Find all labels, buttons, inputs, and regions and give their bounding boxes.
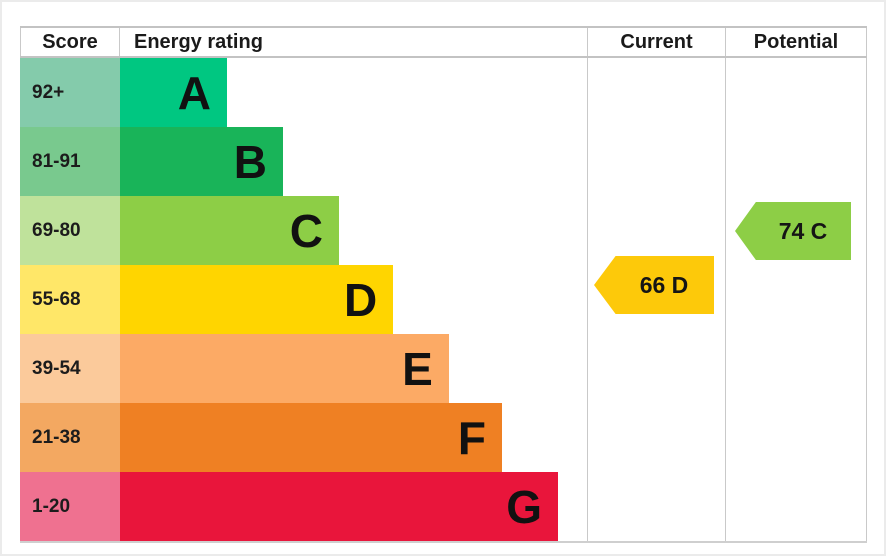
score-range-f: 21-38 xyxy=(20,403,120,472)
band-row-g: 1-20 G xyxy=(20,472,867,541)
header-energy-rating: Energy rating xyxy=(134,30,263,53)
score-range-e: 39-54 xyxy=(20,334,120,403)
band-bar-b: B xyxy=(120,127,283,196)
band-bar-a: A xyxy=(120,58,227,127)
current-cell-f xyxy=(587,403,725,472)
potential-cell-d xyxy=(725,265,867,334)
current-rating-arrow: 66 D xyxy=(594,256,714,314)
current-cell-c xyxy=(587,196,725,265)
potential-cell-a xyxy=(725,58,867,127)
current-cell-a xyxy=(587,58,725,127)
band-bar-g: G xyxy=(120,472,559,541)
potential-rating-arrow: 74 C xyxy=(735,202,851,260)
potential-cell-c xyxy=(725,196,867,265)
chart-body: 92+ A 81-91 B 69-80 C 55-68 D xyxy=(20,58,867,543)
current-cell-b xyxy=(587,127,725,196)
band-row-b: 81-91 B xyxy=(20,127,867,196)
epc-rating-chart: Score Energy rating Current Potential 92… xyxy=(20,26,867,543)
header-potential: Potential xyxy=(725,28,867,56)
band-bar-f: F xyxy=(120,403,502,472)
potential-cell-e xyxy=(725,334,867,403)
potential-cell-b xyxy=(725,127,867,196)
band-row-c: 69-80 C xyxy=(20,196,867,265)
header-current: Current xyxy=(587,28,725,56)
potential-cell-g xyxy=(725,472,867,541)
band-row-f: 21-38 F xyxy=(20,403,867,472)
header-score: Score xyxy=(20,28,120,56)
current-cell-e xyxy=(587,334,725,403)
potential-cell-f xyxy=(725,403,867,472)
band-bar-e: E xyxy=(120,334,449,403)
band-row-d: 55-68 D xyxy=(20,265,867,334)
score-range-g: 1-20 xyxy=(20,472,120,541)
current-cell-g xyxy=(587,472,725,541)
chart-header-row: Score Energy rating Current Potential xyxy=(20,26,867,58)
band-row-e: 39-54 E xyxy=(20,334,867,403)
band-bar-c: C xyxy=(120,196,340,265)
score-range-d: 55-68 xyxy=(20,265,120,334)
band-bar-d: D xyxy=(120,265,394,334)
band-row-a: 92+ A xyxy=(20,58,867,127)
score-range-a: 92+ xyxy=(20,58,120,127)
score-range-c: 69-80 xyxy=(20,196,120,265)
current-cell-d xyxy=(587,265,725,334)
score-range-b: 81-91 xyxy=(20,127,120,196)
